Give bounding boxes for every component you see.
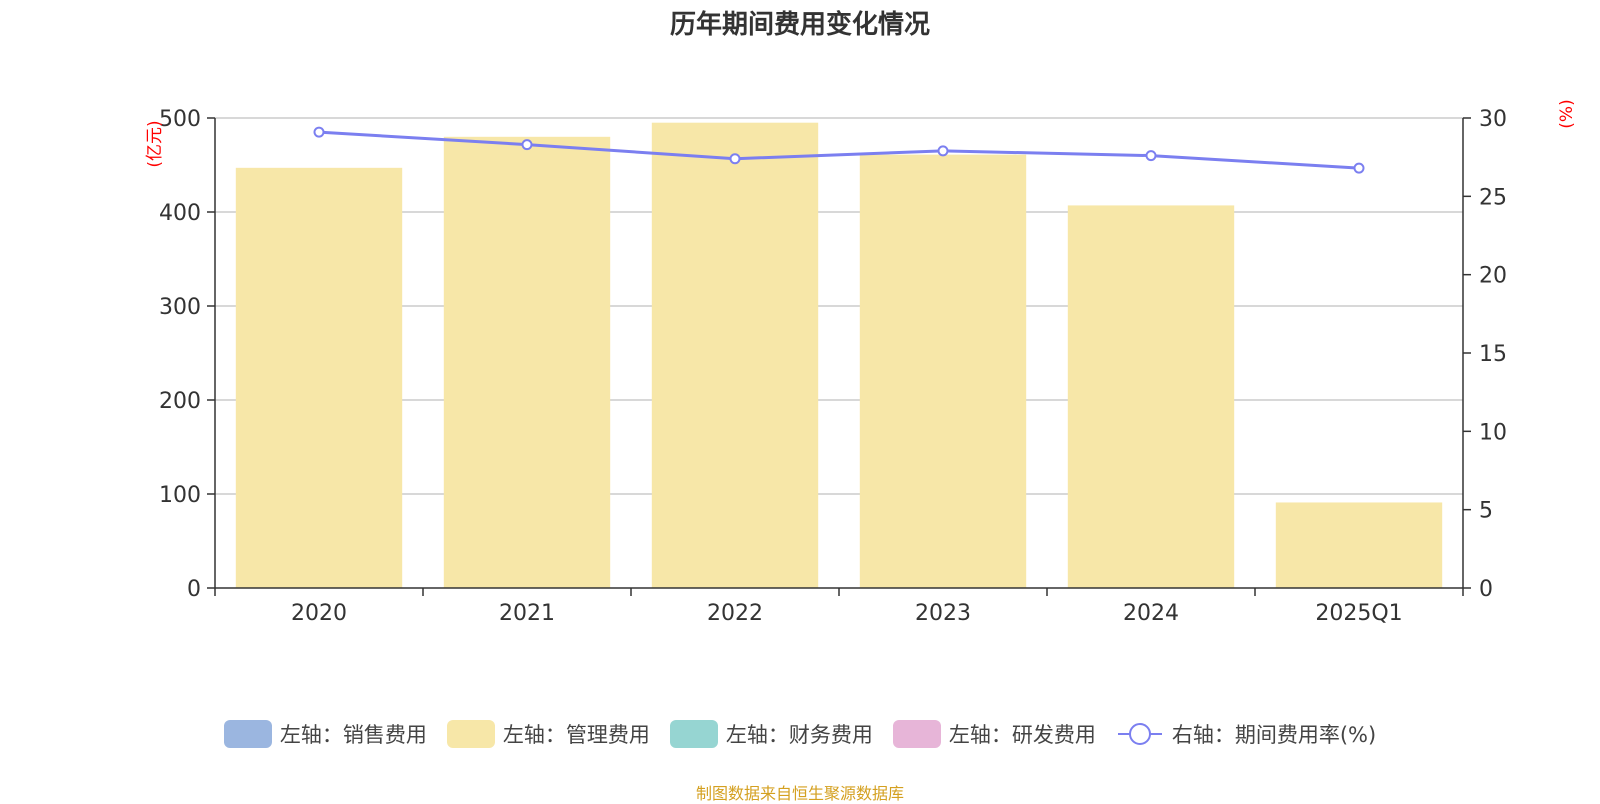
right-tick-label: 0 [1479, 577, 1493, 602]
right-tick-label: 10 [1479, 420, 1507, 445]
legend-swatch [892, 720, 941, 748]
legend-swatch [446, 720, 495, 748]
right-tick-label: 30 [1479, 107, 1507, 132]
left-tick-label: 300 [159, 295, 201, 320]
line-point [729, 153, 741, 165]
legend-label: 左轴：销售费用 [279, 723, 427, 747]
legend-item[interactable]: 右轴：期间费用率(%) [1116, 719, 1376, 749]
right-tick-label: 20 [1479, 264, 1507, 289]
bar [1275, 502, 1443, 588]
left-tick-label: 0 [187, 577, 201, 602]
right-tick-label: 15 [1479, 342, 1507, 367]
line-point [1145, 150, 1157, 162]
bar [443, 136, 611, 589]
left-tick-label: 100 [159, 483, 201, 508]
left-tick-label: 500 [159, 107, 201, 132]
x-tick-label: 2024 [1123, 601, 1179, 626]
bar [1067, 205, 1235, 589]
legend-label: 左轴：财务费用 [725, 723, 873, 747]
left-tick-label: 200 [159, 389, 201, 414]
legend-swatch [669, 720, 718, 748]
data-source-note: 制图数据来自恒生聚源数据库 [695, 784, 904, 803]
x-tick-label: 2022 [707, 601, 763, 626]
legend-label: 左轴：研发费用 [948, 723, 1096, 747]
legend-label: 左轴：管理费用 [502, 723, 650, 747]
x-tick-label: 2023 [915, 601, 971, 626]
legend-label: 右轴：期间费用率(%) [1171, 723, 1377, 747]
right-axis-unit-label: (%) [1557, 99, 1577, 128]
line-point [521, 139, 533, 151]
left-axis-unit-label: (亿元) [145, 120, 165, 167]
legend-item[interactable]: 左轴：销售费用 [223, 719, 427, 749]
legend-item[interactable]: 左轴：研发费用 [892, 719, 1096, 749]
x-tick-label: 2025Q1 [1315, 601, 1402, 626]
right-tick-label: 5 [1479, 499, 1493, 524]
line-point [1353, 162, 1365, 174]
series-line [318, 130, 1360, 170]
line-point [937, 145, 949, 157]
bar [859, 154, 1027, 588]
chart-legend: 左轴：销售费用 左轴：管理费用 左轴：财务费用 左轴：研发费用 右轴：期间费用率(%) [0, 716, 1600, 752]
legend-swatch [223, 720, 272, 748]
chart-title: 历年期间费用变化情况 [669, 10, 930, 40]
left-tick-label: 400 [159, 201, 201, 226]
x-tick-label: 2020 [291, 601, 347, 626]
x-tick-label: 2021 [499, 601, 555, 626]
legend-item[interactable]: 左轴：管理费用 [446, 719, 650, 749]
right-tick-label: 25 [1479, 185, 1507, 210]
bar [235, 167, 403, 588]
legend-item[interactable]: 左轴：财务费用 [669, 719, 873, 749]
legend-line-icon [1117, 723, 1162, 745]
line-point [313, 126, 325, 138]
bar [651, 122, 819, 588]
